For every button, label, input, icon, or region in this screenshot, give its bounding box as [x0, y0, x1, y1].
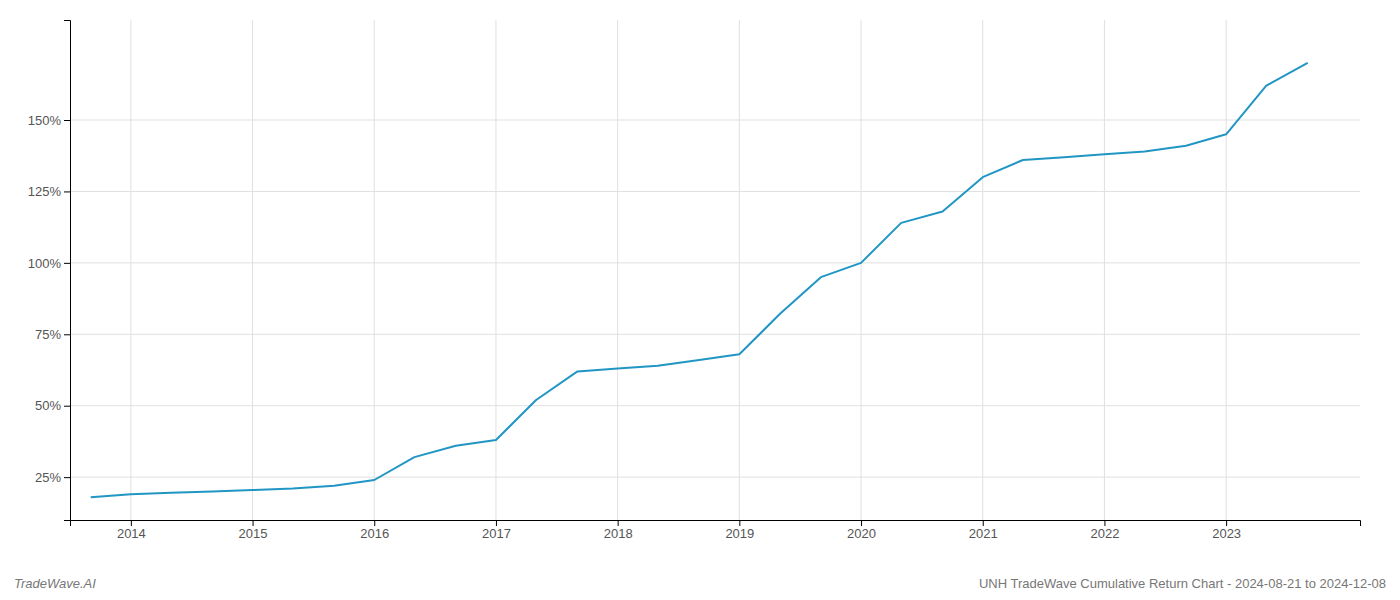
grid-line-x — [130, 20, 131, 520]
x-tick: 2020 — [847, 520, 876, 541]
grid-line-x — [1104, 20, 1105, 520]
y-tick-label: 100% — [28, 256, 62, 271]
y-tick-mark — [64, 120, 70, 121]
grid-line-x — [374, 20, 375, 520]
x-tick-mark — [496, 520, 497, 526]
x-tick-label: 2014 — [117, 526, 146, 541]
x-tick-label: 2023 — [1212, 526, 1241, 541]
grid-line-x — [252, 20, 253, 520]
x-tick: 2023 — [1212, 520, 1241, 541]
grid-line-x — [982, 20, 983, 520]
y-axis: 25% 50% 75% 100% 125% 150% — [28, 21, 71, 521]
y-tick: 75% — [35, 327, 70, 342]
x-tick-mark — [983, 520, 984, 526]
x-tick-mark — [739, 520, 740, 526]
marks — [91, 63, 1308, 497]
y-tick-mark — [64, 477, 70, 478]
x-tick-label: 2017 — [482, 526, 511, 541]
x-tick: 2014 — [117, 520, 146, 541]
grid-line-x — [495, 20, 496, 520]
grid-line-x — [739, 20, 740, 520]
grid-line-y — [70, 120, 1360, 121]
x-tick-mark — [253, 520, 254, 526]
y-tick: 100% — [28, 256, 70, 271]
y-tick-mark — [64, 334, 70, 335]
y-tick-label: 150% — [28, 113, 62, 128]
x-tick-mark — [1104, 520, 1105, 526]
y-tick-label: 25% — [35, 470, 61, 485]
x-axis: 2014 2015 2016 2017 2018 2019 2020 2021 2022 2023 — [71, 520, 1361, 541]
x-tick: 2015 — [239, 520, 268, 541]
line — [91, 63, 1308, 497]
x-tick-label: 2015 — [239, 526, 268, 541]
grid — [70, 20, 1360, 520]
plot: 2014 2015 2016 2017 2018 2019 2020 2021 2022 2023… — [28, 20, 1361, 541]
x-tick-mark — [131, 520, 132, 526]
x-tick-mark — [1226, 520, 1227, 526]
footer: TradeWave.AI — [14, 576, 96, 591]
y-tick-label: 75% — [35, 327, 61, 342]
x-tick-label: 2018 — [604, 526, 633, 541]
x-tick: 2021 — [969, 520, 998, 541]
grid-line-y — [70, 405, 1360, 406]
title: UNH TradeWave Cumulative Return Chart - … — [979, 576, 1386, 591]
y-axis-line — [64, 21, 71, 521]
x-tick-label: 2016 — [360, 526, 389, 541]
x-tick-mark — [374, 520, 375, 526]
y-tick-label: 50% — [35, 398, 61, 413]
y-tick: 25% — [35, 470, 70, 485]
grid-line-y — [70, 334, 1360, 335]
x-tick: 2016 — [360, 520, 389, 541]
y-tick: 150% — [28, 113, 70, 128]
x-tick: 2019 — [725, 520, 754, 541]
y-tick-mark — [64, 406, 70, 407]
grid-line-y — [70, 262, 1360, 263]
y-tick-mark — [64, 263, 70, 264]
x-tick-mark — [861, 520, 862, 526]
grid-line-x — [1226, 20, 1227, 520]
grid-line-y — [70, 191, 1360, 192]
chart: 2014 2015 2016 2017 2018 2019 2020 2021 2022 2023… — [0, 0, 1400, 600]
grid-line-y — [70, 477, 1360, 478]
x-tick-label: 2019 — [725, 526, 754, 541]
x-axis-line — [71, 521, 1361, 527]
y-tick: 50% — [35, 398, 70, 413]
x-tick: 2017 — [482, 520, 511, 541]
x-tick: 2018 — [604, 520, 633, 541]
x-tick-mark — [618, 520, 619, 526]
x-tick: 2022 — [1090, 520, 1119, 541]
grid-line-x — [617, 20, 618, 520]
y-tick: 125% — [28, 184, 70, 199]
y-tick-mark — [64, 191, 70, 192]
grid-line-x — [861, 20, 862, 520]
x-tick-label: 2021 — [969, 526, 998, 541]
x-tick-label: 2020 — [847, 526, 876, 541]
x-tick-label: 2022 — [1090, 526, 1119, 541]
y-tick-label: 125% — [28, 184, 62, 199]
